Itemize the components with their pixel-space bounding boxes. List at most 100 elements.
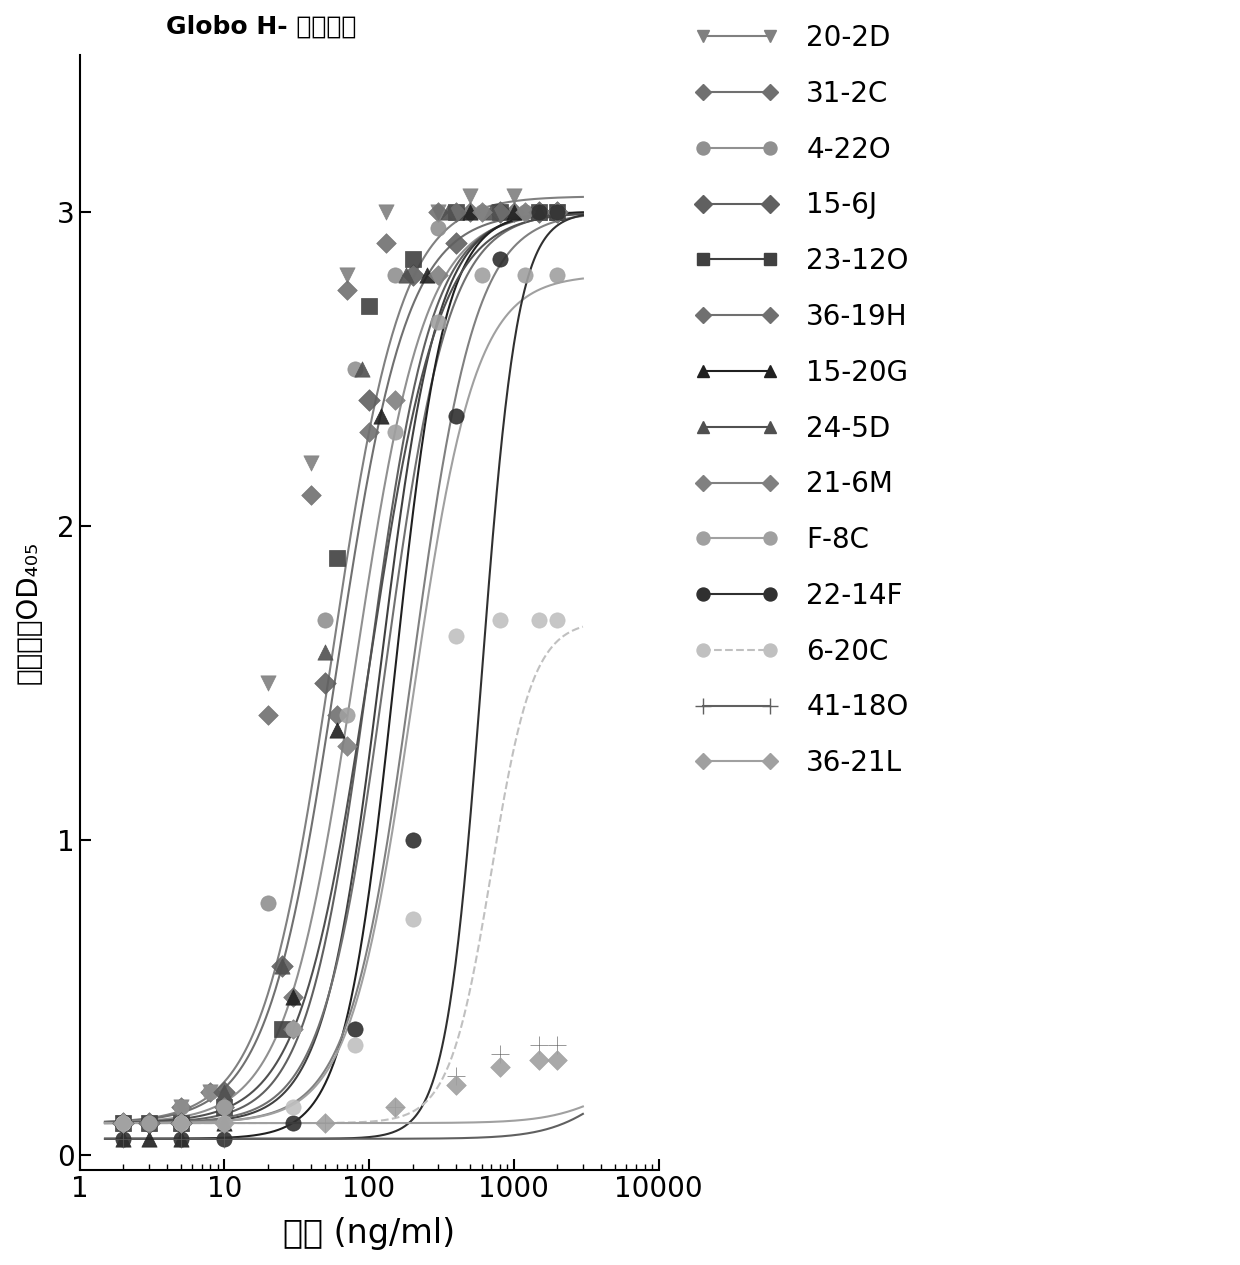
Point xyxy=(139,1113,159,1133)
Point xyxy=(490,610,510,630)
Point xyxy=(548,202,568,223)
Point xyxy=(460,186,480,206)
Point xyxy=(113,1128,133,1149)
Point xyxy=(113,1113,133,1133)
Point xyxy=(345,359,365,380)
Point xyxy=(460,202,480,223)
Point xyxy=(428,202,448,223)
Point xyxy=(201,1082,221,1102)
Point xyxy=(360,391,379,411)
Point xyxy=(139,1113,159,1133)
Point xyxy=(446,202,466,223)
Point xyxy=(428,218,448,238)
Point xyxy=(438,202,458,223)
Point xyxy=(171,1113,191,1133)
Point xyxy=(113,1113,133,1133)
Point xyxy=(215,1128,234,1149)
Point xyxy=(503,202,523,223)
Point xyxy=(113,1113,133,1133)
Point xyxy=(471,202,491,223)
Point xyxy=(548,202,568,223)
Point xyxy=(516,264,536,285)
Point xyxy=(258,893,278,913)
Point xyxy=(215,1128,234,1149)
Point xyxy=(301,484,321,505)
Point xyxy=(139,1113,159,1133)
Point xyxy=(272,1018,291,1039)
Point xyxy=(376,233,396,253)
Point xyxy=(384,421,404,441)
Point xyxy=(284,1018,304,1039)
Point xyxy=(360,421,379,441)
Point xyxy=(403,264,423,285)
Point xyxy=(113,1113,133,1133)
Point xyxy=(337,736,357,756)
X-axis label: 浓度 (ng/ml): 浓度 (ng/ml) xyxy=(283,1217,455,1250)
Point xyxy=(315,1113,335,1133)
Point xyxy=(215,1097,234,1117)
Point xyxy=(201,1082,221,1102)
Point xyxy=(446,1066,466,1087)
Point xyxy=(215,1082,234,1102)
Point xyxy=(215,1113,234,1133)
Point xyxy=(417,264,436,285)
Point xyxy=(548,610,568,630)
Point xyxy=(481,202,501,223)
Point xyxy=(327,705,347,725)
Point xyxy=(171,1113,191,1133)
Point xyxy=(548,202,568,223)
Point xyxy=(171,1113,191,1133)
Point xyxy=(139,1113,159,1133)
Text: Globo H- 神经酰胺: Globo H- 神经酰胺 xyxy=(166,15,357,39)
Point xyxy=(113,1113,133,1133)
Point xyxy=(403,264,423,285)
Point xyxy=(490,1056,510,1077)
Point xyxy=(548,202,568,223)
Point xyxy=(446,202,466,223)
Point xyxy=(428,264,448,285)
Point xyxy=(171,1113,191,1133)
Point xyxy=(503,202,523,223)
Point xyxy=(139,1113,159,1133)
Point xyxy=(460,202,480,223)
Point xyxy=(529,1050,549,1070)
Point xyxy=(139,1113,159,1133)
Point xyxy=(345,1035,365,1055)
Point xyxy=(171,1128,191,1149)
Point xyxy=(490,1044,510,1064)
Point xyxy=(215,1097,234,1117)
Point xyxy=(215,1082,234,1102)
Point xyxy=(384,1097,404,1117)
Point xyxy=(258,673,278,693)
Point xyxy=(284,1113,304,1133)
Point xyxy=(171,1097,191,1117)
Point xyxy=(446,233,466,253)
Point xyxy=(215,1097,234,1117)
Point xyxy=(337,705,357,725)
Point xyxy=(471,264,491,285)
Point xyxy=(529,202,549,223)
Point xyxy=(284,987,304,1007)
Point xyxy=(371,406,391,426)
Point xyxy=(258,705,278,725)
Point xyxy=(315,1113,335,1133)
Point xyxy=(403,249,423,269)
Point xyxy=(171,1113,191,1133)
Point xyxy=(139,1128,159,1149)
Point xyxy=(327,548,347,568)
Point xyxy=(446,406,466,426)
Point xyxy=(352,359,372,380)
Point xyxy=(284,1018,304,1039)
Point xyxy=(403,830,423,850)
Point xyxy=(113,1113,133,1133)
Point xyxy=(171,1113,191,1133)
Point xyxy=(548,202,568,223)
Point xyxy=(171,1097,191,1117)
Point xyxy=(428,202,448,223)
Y-axis label: 吸光度，OD₄₀₅: 吸光度，OD₄₀₅ xyxy=(15,541,43,684)
Point xyxy=(272,956,291,977)
Point xyxy=(490,202,510,223)
Point xyxy=(337,264,357,285)
Point xyxy=(327,720,347,740)
Point xyxy=(113,1128,133,1149)
